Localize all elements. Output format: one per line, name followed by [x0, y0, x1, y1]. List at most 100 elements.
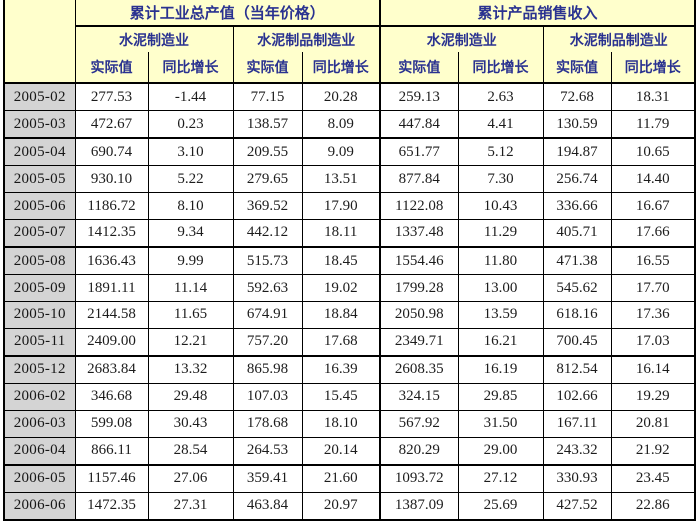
- value-cell: 277.53: [74, 82, 149, 112]
- value-cell: 11.29: [457, 218, 544, 248]
- value-cell: 18.10: [301, 409, 381, 438]
- value-cell: 9.99: [147, 246, 234, 276]
- metric-header-row: 实际值 同比增长 实际值 同比增长 实际值 同比增长 实际值 同比增长: [4, 52, 696, 84]
- metric-header-actual-1: 实际值: [74, 52, 148, 84]
- value-cell: 700.45: [542, 327, 612, 357]
- value-cell: 243.32: [542, 436, 612, 466]
- value-cell: 463.84: [232, 491, 303, 521]
- value-cell: 1799.28: [379, 274, 459, 302]
- period-cell: 2005-08: [3, 246, 76, 276]
- value-cell: 324.15: [379, 382, 459, 411]
- value-cell: 259.13: [379, 82, 459, 112]
- value-cell: 31.50: [457, 409, 544, 438]
- table-body: 2005-02 277.53 -1.44 77.15 20.28 259.13 2.63 72…: [3, 82, 696, 521]
- value-cell: 20.14: [301, 436, 381, 466]
- value-cell: 178.68: [232, 409, 303, 438]
- value-cell: 20.28: [301, 82, 381, 112]
- value-cell: 1472.35: [74, 491, 149, 521]
- value-cell: 5.22: [147, 165, 234, 194]
- period-cell: 2006-05: [3, 463, 76, 493]
- value-cell: 264.53: [232, 436, 303, 466]
- value-cell: -1.44: [147, 82, 234, 112]
- table-row: 2005-10 2144.58 11.65 674.91 18.84 2050.98 13.…: [3, 300, 696, 329]
- table-row: 2005-05 930.10 5.22 279.65 13.51 877.84 7.30 25…: [3, 165, 696, 194]
- period-cell: 2005-12: [3, 354, 76, 384]
- value-cell: 674.91: [232, 300, 303, 329]
- value-cell: 12.21: [147, 327, 234, 357]
- value-cell: 11.14: [147, 274, 234, 302]
- value-cell: 866.11: [74, 436, 149, 466]
- value-cell: 10.65: [610, 137, 696, 167]
- value-cell: 2050.98: [379, 300, 459, 329]
- value-cell: 9.34: [147, 218, 234, 248]
- value-cell: 1122.08: [379, 192, 459, 220]
- value-cell: 20.97: [301, 491, 381, 521]
- value-cell: 194.87: [542, 137, 612, 167]
- period-cell: 2005-03: [3, 110, 76, 139]
- table-row: 2005-06 1186.72 8.10 369.52 17.90 1122.08 10.4…: [3, 192, 696, 220]
- value-cell: 2349.71: [379, 327, 459, 357]
- value-cell: 11.80: [457, 246, 544, 276]
- value-cell: 599.08: [74, 409, 149, 438]
- value-cell: 30.43: [147, 409, 234, 438]
- value-cell: 346.68: [74, 382, 149, 411]
- value-cell: 1636.43: [74, 246, 149, 276]
- period-cell: 2005-07: [3, 218, 76, 248]
- value-cell: 25.69: [457, 491, 544, 521]
- value-cell: 877.84: [379, 165, 459, 194]
- period-cell: 2005-06: [3, 192, 76, 220]
- value-cell: 17.90: [301, 192, 381, 220]
- value-cell: 11.65: [147, 300, 234, 329]
- value-cell: 1387.09: [379, 491, 459, 521]
- value-cell: 13.51: [301, 165, 381, 194]
- value-cell: 16.14: [610, 354, 696, 384]
- value-cell: 472.67: [74, 110, 149, 139]
- value-cell: 72.68: [542, 82, 612, 112]
- value-cell: 1157.46: [74, 463, 149, 493]
- value-cell: 757.20: [232, 327, 303, 357]
- value-cell: 447.84: [379, 110, 459, 139]
- value-cell: 16.21: [457, 327, 544, 357]
- value-cell: 130.59: [542, 110, 612, 139]
- value-cell: 515.73: [232, 246, 303, 276]
- period-cell: 2005-04: [3, 137, 76, 167]
- value-cell: 865.98: [232, 354, 303, 384]
- period-cell: 2006-06: [3, 491, 76, 521]
- value-cell: 1186.72: [74, 192, 149, 220]
- value-cell: 29.48: [147, 382, 234, 411]
- value-cell: 14.40: [610, 165, 696, 194]
- value-cell: 11.79: [610, 110, 696, 139]
- table-row: 2006-02 346.68 29.48 107.03 15.45 324.15 29.85…: [3, 382, 696, 411]
- value-cell: 27.12: [457, 463, 544, 493]
- value-cell: 17.03: [610, 327, 696, 357]
- value-cell: 3.10: [147, 137, 234, 167]
- table-row: 2006-06 1472.35 27.31 463.84 20.97 1387.09 25.…: [3, 491, 696, 521]
- table-row: 2006-04 866.11 28.54 264.53 20.14 820.29 29.00…: [3, 436, 696, 466]
- metric-header-actual-2: 实际值: [232, 52, 302, 84]
- value-cell: 2683.84: [74, 354, 149, 384]
- value-cell: 9.09: [301, 137, 381, 167]
- value-cell: 442.12: [232, 218, 303, 248]
- metric-header-growth-4: 同比增长: [610, 52, 696, 84]
- table-row: 2005-07 1412.35 9.34 442.12 18.11 1337.48 11.2…: [3, 218, 696, 248]
- value-cell: 167.11: [542, 409, 612, 438]
- value-cell: 592.63: [232, 274, 303, 302]
- value-cell: 16.39: [301, 354, 381, 384]
- value-cell: 16.55: [610, 246, 696, 276]
- value-cell: 28.54: [147, 436, 234, 466]
- value-cell: 690.74: [74, 137, 149, 167]
- value-cell: 8.10: [147, 192, 234, 220]
- value-cell: 15.45: [301, 382, 381, 411]
- table-row: 2005-09 1891.11 11.14 592.63 19.02 1799.28 13.…: [3, 274, 696, 302]
- value-cell: 256.74: [542, 165, 612, 194]
- table-row: 2005-02 277.53 -1.44 77.15 20.28 259.13 2.63 72…: [3, 82, 696, 112]
- value-cell: 1891.11: [74, 274, 149, 302]
- value-cell: 209.55: [232, 137, 303, 167]
- value-cell: 16.19: [457, 354, 544, 384]
- value-cell: 77.15: [232, 82, 303, 112]
- value-cell: 405.71: [542, 218, 612, 248]
- value-cell: 18.84: [301, 300, 381, 329]
- value-cell: 930.10: [74, 165, 149, 194]
- table-row: 2005-12 2683.84 13.32 865.98 16.39 2608.35 16.…: [3, 354, 696, 384]
- value-cell: 7.30: [457, 165, 544, 194]
